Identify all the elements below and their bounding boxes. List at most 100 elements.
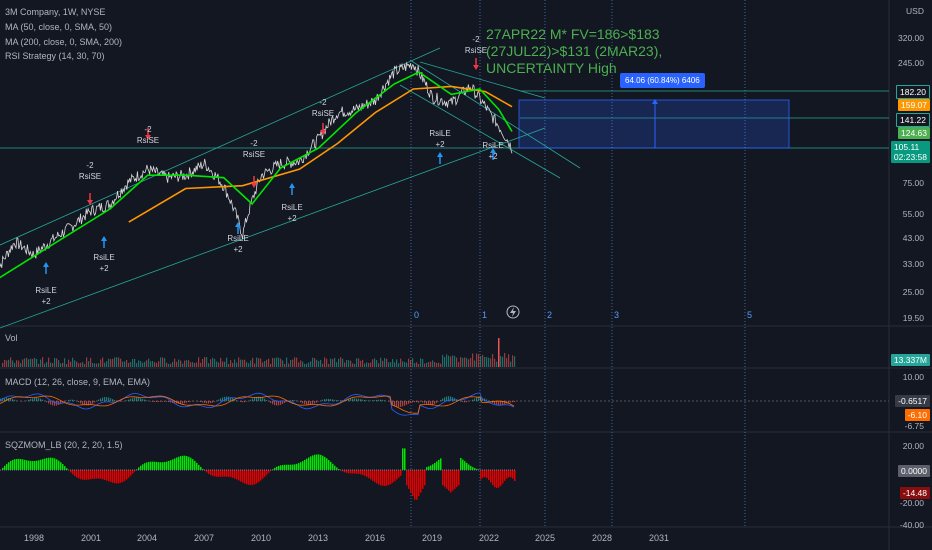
volume-bar bbox=[458, 362, 460, 367]
macd-histogram-bar bbox=[468, 401, 470, 402]
sqz-legend[interactable]: SQZMOM_LB (20, 2, 20, 1.5) bbox=[5, 440, 123, 450]
volume-bar bbox=[462, 357, 464, 367]
volume-bar bbox=[16, 360, 18, 367]
squeeze-bar bbox=[370, 470, 372, 480]
volume-bar bbox=[428, 362, 430, 367]
squeeze-bar bbox=[210, 470, 212, 476]
squeeze-bar bbox=[290, 464, 292, 470]
macd-histogram-bar bbox=[88, 401, 90, 406]
volume-bar bbox=[412, 358, 414, 367]
squeeze-bar bbox=[334, 465, 336, 470]
macd-histogram-bar bbox=[332, 399, 334, 401]
x-tick: 2016 bbox=[364, 533, 386, 543]
macd-histogram-bar bbox=[114, 400, 116, 401]
x-tick: 2031 bbox=[648, 533, 670, 543]
volume-bar bbox=[392, 359, 394, 367]
x-tick: 2022 bbox=[478, 533, 500, 543]
volume-bar bbox=[276, 357, 278, 367]
squeeze-bar bbox=[470, 465, 472, 470]
ma50-legend[interactable]: MA (50, close, 0, SMA, 50) bbox=[5, 22, 113, 32]
squeeze-bar bbox=[476, 468, 478, 470]
macd-histogram-bar bbox=[450, 396, 452, 401]
squeeze-bar bbox=[24, 459, 26, 470]
volume-bar bbox=[216, 361, 218, 367]
squeeze-bar bbox=[102, 470, 104, 480]
volume-bar bbox=[152, 361, 154, 367]
x-tick: 2007 bbox=[193, 533, 215, 543]
macd-histogram-bar bbox=[426, 401, 428, 405]
squeeze-bar bbox=[216, 470, 218, 477]
macd-histogram-bar bbox=[284, 401, 286, 403]
macd-histogram-bar bbox=[6, 397, 8, 401]
volume-bar bbox=[76, 361, 78, 367]
squeeze-bar bbox=[118, 470, 120, 484]
volume-bar bbox=[38, 363, 40, 367]
squeeze-bar bbox=[342, 470, 344, 472]
volume-bar bbox=[484, 356, 486, 367]
squeeze-bar bbox=[456, 470, 458, 488]
buy-arrow-icon bbox=[43, 262, 49, 267]
volume-bar bbox=[360, 360, 362, 367]
symbol-legend[interactable]: 3M Company, 1W, NYSE bbox=[5, 7, 106, 17]
trend-channels bbox=[0, 47, 581, 329]
volume-bar bbox=[446, 354, 448, 367]
macd-histogram-bar bbox=[126, 400, 128, 401]
flash-icon[interactable] bbox=[506, 305, 520, 319]
macd-histogram-bar bbox=[98, 399, 100, 401]
macd-histogram-bar bbox=[38, 397, 40, 401]
volume-bar bbox=[252, 357, 254, 367]
buy-signal-label: RsiLE +2 bbox=[482, 141, 504, 161]
squeeze-bar bbox=[310, 456, 312, 470]
volume-bar bbox=[150, 361, 152, 367]
squeeze-bar bbox=[436, 461, 438, 470]
macd-legend[interactable]: MACD (12, 26, close, 9, EMA, EMA) bbox=[5, 377, 151, 387]
squeeze-bar bbox=[240, 470, 242, 482]
macd-histogram-bar bbox=[282, 401, 284, 404]
volume-bar bbox=[6, 360, 8, 367]
squeeze-bar bbox=[460, 457, 462, 470]
rsi-legend[interactable]: RSI Strategy (14, 30, 70) bbox=[5, 51, 105, 61]
macd-histogram-bar bbox=[364, 400, 366, 401]
volume-bar bbox=[286, 357, 288, 367]
price-label-182: 182.20 bbox=[896, 85, 930, 99]
volume-bar bbox=[408, 358, 410, 367]
volume-bar bbox=[168, 363, 170, 367]
squeeze-bar bbox=[400, 470, 402, 476]
squeeze-bar bbox=[80, 470, 82, 480]
sell-signal-label: -2 RsiSE bbox=[136, 125, 160, 145]
volume-bar bbox=[170, 363, 172, 367]
volume-bar bbox=[44, 363, 46, 367]
ma200-line bbox=[128, 85, 513, 223]
macd-tick: 10.00 bbox=[902, 372, 924, 382]
macd-histogram-bar bbox=[370, 400, 372, 401]
macd-histogram-bar bbox=[206, 401, 208, 404]
macd-histogram-bar bbox=[184, 401, 186, 404]
macd-histogram-bar bbox=[214, 401, 216, 402]
volume-label: 13.337M bbox=[890, 354, 930, 366]
squeeze-bar bbox=[384, 470, 386, 486]
squeeze-bar bbox=[454, 470, 456, 489]
macd-histogram-bar bbox=[16, 400, 18, 401]
volume-bar bbox=[28, 359, 30, 367]
macd-histogram-bar bbox=[190, 401, 192, 402]
volume-bar bbox=[474, 360, 476, 367]
volume-bar bbox=[82, 362, 84, 367]
volume-bar bbox=[202, 358, 204, 367]
squeeze-bar bbox=[488, 470, 490, 480]
macd-histogram-bar bbox=[334, 399, 336, 401]
macd-histogram-bar bbox=[134, 397, 136, 401]
vol-legend[interactable]: Vol bbox=[5, 333, 18, 343]
macd-histogram-bar bbox=[150, 401, 152, 402]
volume-bar bbox=[156, 362, 158, 367]
price-tick: 43.00 bbox=[902, 233, 924, 243]
volume-bar bbox=[50, 362, 52, 367]
squeeze-bar bbox=[192, 459, 194, 470]
squeeze-bar bbox=[264, 470, 266, 477]
volume-bar bbox=[326, 358, 328, 367]
volume-bar bbox=[64, 358, 66, 367]
ma200-legend[interactable]: MA (200, close, 0, SMA, 200) bbox=[5, 37, 123, 47]
squeeze-bar bbox=[42, 459, 44, 470]
squeeze-bar bbox=[88, 470, 90, 480]
macd-histogram-bar bbox=[378, 399, 380, 401]
